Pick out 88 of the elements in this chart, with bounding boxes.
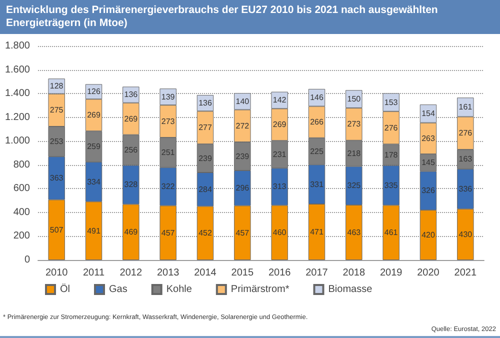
x-tick-label: 2019 bbox=[380, 268, 403, 278]
data-label: 256 bbox=[124, 146, 138, 155]
x-tick-label: 2014 bbox=[194, 268, 217, 278]
x-tick-label: 2012 bbox=[120, 268, 142, 278]
x-tick-label: 2021 bbox=[454, 268, 477, 278]
legend-label: Kohle bbox=[166, 284, 192, 295]
data-label: 491 bbox=[87, 226, 101, 236]
chart-title: Entwicklung des Primärenergieverbrauchs der EU27 2010 bis 2021 nach ausgewählten Energieträgern (in Mtoe) bbox=[0, 0, 500, 34]
data-label: 163 bbox=[458, 154, 473, 164]
data-label: 251 bbox=[161, 148, 176, 157]
data-label: 313 bbox=[272, 182, 287, 192]
x-tick-label: 2016 bbox=[268, 268, 292, 278]
data-label: 153 bbox=[384, 98, 398, 107]
y-tick-label: 1.600 bbox=[4, 64, 30, 76]
legend-label: Primärstrom* bbox=[230, 284, 290, 295]
data-label: 161 bbox=[458, 102, 473, 112]
data-label: 296 bbox=[236, 184, 250, 193]
data-label: 150 bbox=[347, 94, 362, 104]
data-label: 277 bbox=[198, 123, 212, 132]
data-label: 457 bbox=[161, 228, 176, 238]
data-label: 276 bbox=[458, 128, 473, 138]
data-label: 469 bbox=[124, 228, 138, 237]
x-tick-label: 2015 bbox=[231, 268, 254, 278]
data-label: 136 bbox=[198, 98, 212, 108]
data-label: 128 bbox=[50, 82, 64, 91]
data-label: 273 bbox=[161, 116, 176, 126]
data-label: 471 bbox=[310, 228, 324, 236]
data-label: 145 bbox=[422, 158, 436, 168]
y-tick-label: 200 bbox=[13, 230, 30, 242]
y-tick-label: 1.200 bbox=[4, 112, 30, 123]
data-label: 239 bbox=[198, 154, 212, 163]
data-label: 420 bbox=[422, 230, 436, 240]
data-label: 273 bbox=[347, 120, 362, 129]
data-label: 259 bbox=[87, 142, 101, 152]
y-tick-label: 400 bbox=[13, 206, 30, 218]
data-label: 461 bbox=[384, 228, 398, 238]
legend-label: Öl bbox=[60, 283, 70, 295]
data-label: 335 bbox=[384, 180, 398, 190]
data-label: 253 bbox=[50, 137, 64, 146]
x-tick-label: 2018 bbox=[342, 268, 366, 278]
data-label: 275 bbox=[50, 106, 64, 115]
data-label: 507 bbox=[50, 225, 64, 234]
data-label: 269 bbox=[272, 120, 287, 130]
data-label: 154 bbox=[422, 109, 436, 118]
data-label: 463 bbox=[347, 228, 362, 237]
x-tick-label: 2013 bbox=[156, 268, 180, 278]
x-tick-label: 2010 bbox=[45, 268, 68, 278]
data-label: 325 bbox=[347, 181, 362, 190]
data-label: 326 bbox=[422, 186, 436, 196]
y-tick-label: 600 bbox=[13, 183, 30, 194]
data-label: 430 bbox=[458, 230, 473, 239]
data-label: 276 bbox=[384, 123, 398, 132]
data-label: 263 bbox=[422, 134, 436, 143]
y-tick-label: 800 bbox=[13, 159, 30, 170]
data-label: 136 bbox=[124, 90, 138, 100]
data-label: 142 bbox=[272, 96, 287, 105]
data-label: 225 bbox=[310, 146, 324, 156]
data-label: 284 bbox=[198, 184, 212, 194]
data-label: 322 bbox=[161, 182, 176, 192]
y-tick-label: 1.000 bbox=[4, 136, 30, 147]
data-label: 328 bbox=[124, 180, 138, 190]
data-label: 231 bbox=[272, 150, 287, 159]
data-label: 336 bbox=[458, 184, 473, 194]
data-label: 269 bbox=[87, 110, 101, 120]
data-label: 457 bbox=[236, 228, 250, 238]
data-label: 126 bbox=[87, 87, 101, 96]
data-label: 178 bbox=[384, 150, 398, 160]
data-label: 139 bbox=[161, 92, 176, 102]
data-label: 146 bbox=[310, 93, 324, 102]
data-label: 140 bbox=[236, 96, 250, 106]
data-label: 272 bbox=[236, 121, 250, 130]
y-tick-label: 1.400 bbox=[4, 88, 30, 100]
y-tick-label: 1.800 bbox=[4, 40, 30, 52]
data-label: 218 bbox=[347, 148, 362, 158]
data-label: 460 bbox=[272, 228, 287, 238]
y-tick-label: 0 bbox=[24, 254, 30, 266]
data-label: 334 bbox=[87, 177, 101, 186]
data-label: 239 bbox=[236, 152, 250, 161]
x-tick-label: 2011 bbox=[82, 268, 105, 278]
data-label: 269 bbox=[124, 114, 138, 124]
data-label: 331 bbox=[310, 180, 324, 189]
data-label: 363 bbox=[50, 174, 64, 183]
data-label: 266 bbox=[310, 118, 324, 127]
x-tick-label: 2017 bbox=[306, 268, 328, 278]
data-label: 452 bbox=[198, 228, 212, 238]
legend-label: Biomasse bbox=[328, 284, 373, 295]
legend-label: Gas bbox=[109, 284, 128, 295]
x-tick-label: 2020 bbox=[417, 268, 440, 278]
